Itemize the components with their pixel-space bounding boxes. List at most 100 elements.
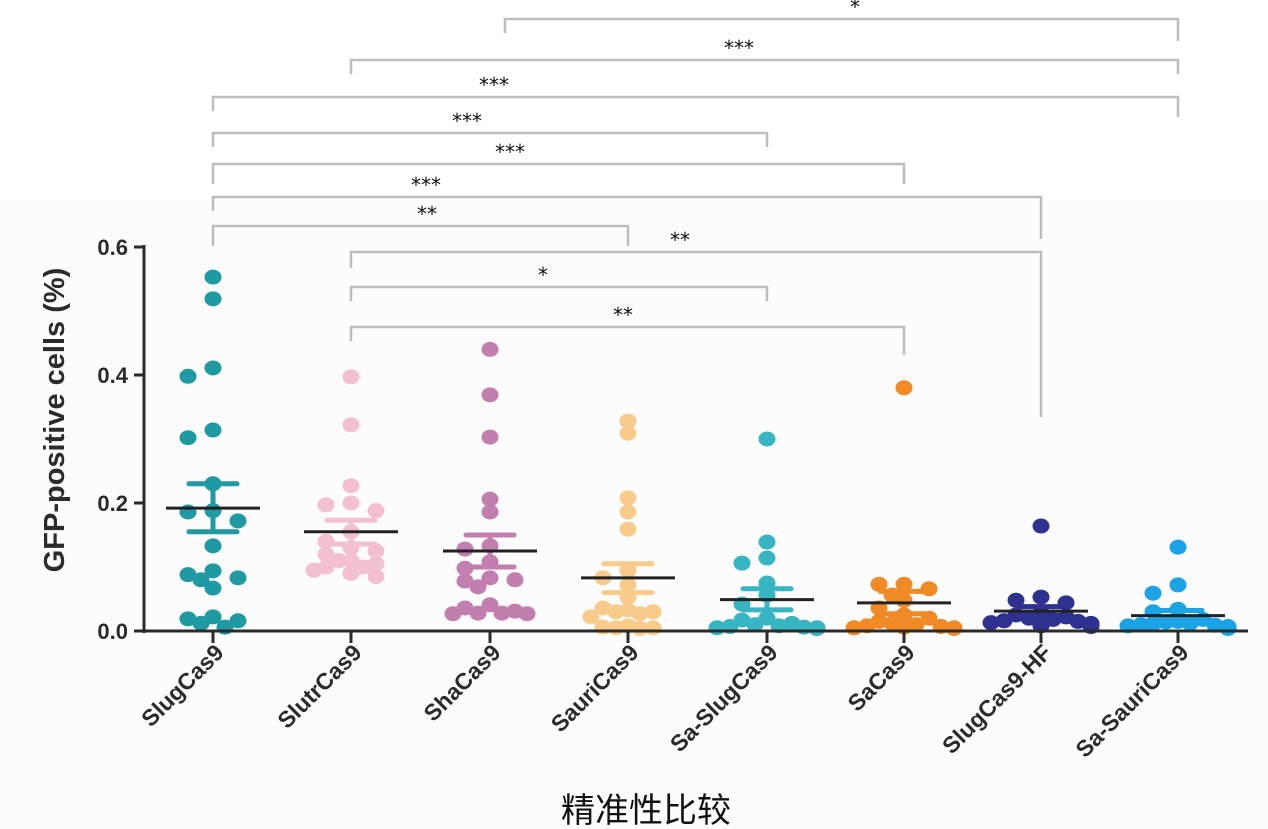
x-tick-label: Sa-SlugCas9 <box>665 639 783 757</box>
data-point <box>808 620 826 636</box>
data-point <box>481 429 499 445</box>
data-point <box>607 620 625 636</box>
data-point <box>342 495 360 511</box>
x-axis-title: 精准性比较 <box>561 791 731 829</box>
bracket-line <box>349 58 1180 74</box>
bracket-line <box>211 131 769 147</box>
data-point <box>367 503 385 519</box>
data-point <box>367 543 385 559</box>
bracket-line <box>503 17 1180 41</box>
data-point <box>493 605 511 621</box>
data-point <box>758 431 776 447</box>
data-point <box>317 497 335 513</box>
data-point <box>456 573 474 589</box>
bracket-line <box>349 285 769 301</box>
bracket-line <box>211 224 630 246</box>
x-tick-label: ShaCas9 <box>418 639 505 726</box>
data-point <box>619 504 637 520</box>
data-point <box>469 579 487 595</box>
data-point <box>444 606 462 622</box>
data-point <box>746 617 764 633</box>
x-tick-label: SaCas9 <box>842 639 919 716</box>
significance-label: *** <box>479 73 509 97</box>
data-point <box>192 572 210 588</box>
significance-bracket: ** <box>349 228 1043 417</box>
data-point <box>582 609 600 625</box>
data-point <box>758 550 776 566</box>
y-tick-label: 0.4 <box>97 363 128 388</box>
data-point <box>342 478 360 494</box>
significance-bracket: *** <box>211 140 906 184</box>
data-point <box>895 576 913 592</box>
data-point <box>1206 617 1224 633</box>
data-point <box>594 600 612 616</box>
data-point <box>481 341 499 357</box>
data-point <box>179 430 197 446</box>
y-tick-label: 0.6 <box>97 235 128 260</box>
data-point <box>1169 577 1187 593</box>
data-point <box>342 417 360 433</box>
significance-bracket: *** <box>349 36 1180 74</box>
data-point <box>179 567 197 583</box>
data-point <box>506 572 524 588</box>
significance-bracket: *** <box>211 109 769 147</box>
significance-bracket: ** <box>349 303 906 355</box>
data-point <box>920 581 938 597</box>
data-point <box>631 606 649 622</box>
data-point <box>192 615 210 631</box>
significance-bracket: * <box>349 263 769 301</box>
data-point <box>204 422 222 438</box>
x-tick-label: SlugCas9-HF <box>937 639 1057 759</box>
data-point <box>758 534 776 550</box>
bracket-line <box>349 325 906 355</box>
y-tick-label: 0.0 <box>97 619 128 644</box>
data-point <box>305 562 323 578</box>
error-bars <box>166 481 1225 623</box>
significance-label: * <box>538 263 548 287</box>
significance-label: *** <box>411 173 441 197</box>
data-point <box>733 555 751 571</box>
data-point <box>1032 589 1050 605</box>
bracket-line <box>349 250 1043 417</box>
data-point <box>995 613 1013 629</box>
y-tick-label: 0.2 <box>97 491 128 516</box>
data-point <box>631 620 649 636</box>
data-point <box>607 604 625 620</box>
data-point <box>481 387 499 403</box>
data-point <box>619 413 637 429</box>
data-point <box>619 425 637 441</box>
data-point <box>619 521 637 537</box>
data-point <box>708 620 726 636</box>
data-points <box>179 269 1237 636</box>
data-point <box>229 613 247 629</box>
significance-label: * <box>850 0 860 19</box>
data-point <box>1007 592 1025 608</box>
y-axis-title: GFP-positive cells (%) <box>39 268 71 573</box>
x-tick-label: SlutrCas9 <box>272 639 366 733</box>
significance-label: ** <box>670 228 690 252</box>
data-point <box>204 580 222 596</box>
significance-label: *** <box>452 109 482 133</box>
data-point <box>644 604 662 620</box>
data-point <box>518 606 536 622</box>
data-point <box>481 570 499 586</box>
data-point <box>330 553 348 569</box>
significance-label: *** <box>495 140 525 164</box>
data-point <box>1144 585 1162 601</box>
data-point <box>481 491 499 507</box>
significance-bracket: * <box>503 0 1180 41</box>
data-point <box>895 380 913 396</box>
data-point <box>481 504 499 520</box>
data-point <box>204 291 222 307</box>
data-point <box>229 570 247 586</box>
data-point <box>367 556 385 572</box>
data-point <box>179 368 197 384</box>
data-point <box>367 569 385 585</box>
data-point <box>317 533 335 549</box>
bracket-line <box>211 162 906 184</box>
significance-bracket: *** <box>211 73 1180 117</box>
data-point <box>982 615 1000 631</box>
x-tick-label: SlugCas9 <box>136 639 229 732</box>
significance-label: *** <box>724 36 754 60</box>
data-point <box>229 513 247 529</box>
